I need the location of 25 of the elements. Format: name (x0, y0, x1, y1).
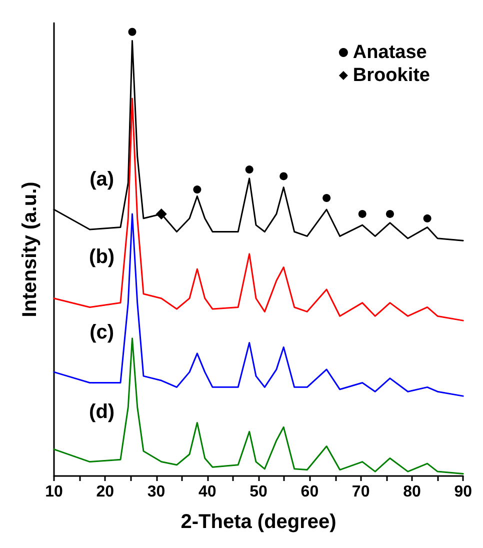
x-axis-title: 2-Theta (degree) (180, 511, 336, 533)
point (423, 214, 432, 222)
x-tick-label: 70 (352, 484, 370, 500)
point (322, 194, 331, 202)
x-tick-label: 40 (198, 484, 216, 500)
series-label: (a) (90, 168, 114, 191)
y-axis-title: Intensity (a.u.) (19, 182, 41, 318)
x-tick-label: 30 (147, 484, 166, 500)
x-tick-label: 20 (96, 484, 114, 500)
series-label: (d) (89, 400, 115, 423)
x-tick-label: 80 (403, 484, 421, 500)
series-label: (b) (89, 246, 115, 268)
point (193, 186, 202, 194)
point (128, 28, 136, 36)
series-label: (c) (90, 322, 114, 344)
point (386, 210, 394, 218)
point (358, 210, 366, 218)
x-tick-label: 90 (454, 484, 472, 500)
x-tick-label: 10 (45, 484, 63, 500)
legend-label: Brookite (352, 65, 430, 86)
x-tick-label: 60 (300, 484, 319, 500)
point (245, 166, 254, 174)
legend-label: Anatase (352, 42, 427, 63)
x-tick-label: 50 (250, 484, 268, 500)
point (280, 172, 288, 180)
